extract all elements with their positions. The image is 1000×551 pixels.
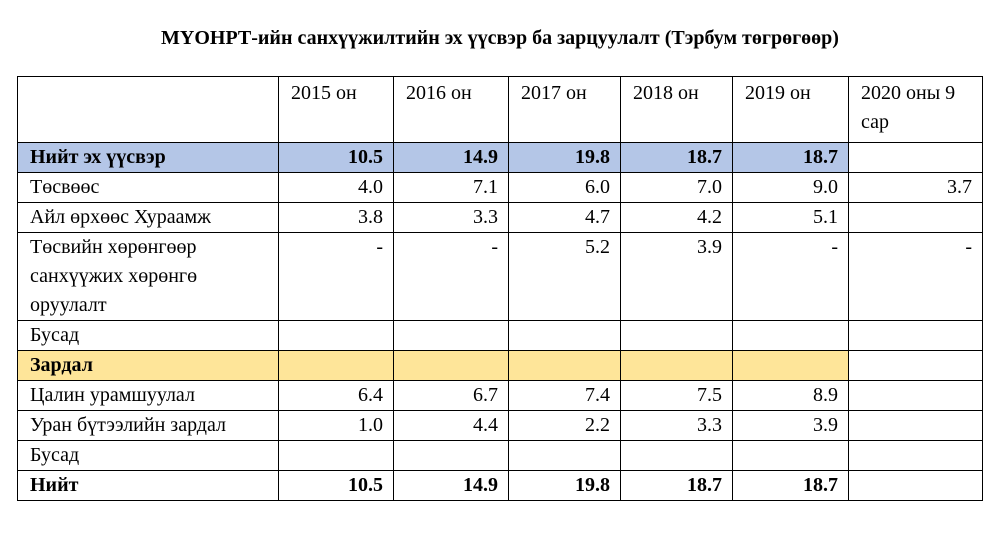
cell: 10.5 <box>278 470 394 501</box>
cell <box>848 470 983 501</box>
header-cell <box>17 76 279 143</box>
cell: 3.7 <box>848 172 983 203</box>
table-row: Бусад <box>17 320 983 351</box>
row-label: Цалин урамшуулал <box>17 380 279 411</box>
cell <box>620 320 733 351</box>
cell <box>393 440 509 471</box>
header-row: 2015 он 2016 он 2017 он 2018 он 2019 он 2020 … <box>17 76 983 143</box>
cell: 18.7 <box>732 142 849 173</box>
header-cell: 2015 он <box>278 76 394 143</box>
cell <box>848 350 983 381</box>
cell <box>508 350 621 381</box>
table-row: Нийт эх үүсвэр 10.5 14.9 19.8 18.7 18.7 <box>17 142 983 173</box>
cell: - <box>278 232 394 321</box>
table-row: Зардал <box>17 350 983 381</box>
cell <box>278 350 394 381</box>
cell: 8.9 <box>732 380 849 411</box>
cell: 7.5 <box>620 380 733 411</box>
table-row: Айл өрхөөс Хураамж 3.8 3.3 4.7 4.2 5.1 <box>17 202 983 233</box>
cell: 6.4 <box>278 380 394 411</box>
row-label: Уран бүтээлийн зардал <box>17 410 279 441</box>
cell <box>732 350 849 381</box>
cell <box>848 142 983 173</box>
cell: 4.0 <box>278 172 394 203</box>
cell: 5.1 <box>732 202 849 233</box>
table-row: Төсвийн хөрөнгөөр санхүүжих хөрөнгө оруу… <box>17 232 983 321</box>
cell: 7.1 <box>393 172 509 203</box>
cell <box>393 350 509 381</box>
row-label: Бусад <box>17 320 279 351</box>
cell: 18.7 <box>620 142 733 173</box>
header-cell: 2017 он <box>508 76 621 143</box>
cell <box>620 440 733 471</box>
row-label: Зардал <box>17 350 279 381</box>
cell <box>732 440 849 471</box>
cell: 3.8 <box>278 202 394 233</box>
cell: 7.4 <box>508 380 621 411</box>
cell <box>848 320 983 351</box>
title: МҮОНРТ-ийн санхүүжилтийн эх үүсвэр ба за… <box>161 27 839 49</box>
cell: 9.0 <box>732 172 849 203</box>
row-label: Нийт <box>17 470 279 501</box>
cell <box>848 440 983 471</box>
cell <box>278 320 394 351</box>
row-label: Нийт эх үүсвэр <box>17 142 279 173</box>
cell: 4.4 <box>393 410 509 441</box>
cell <box>393 320 509 351</box>
cell: 5.2 <box>508 232 621 321</box>
row-label: Айл өрхөөс Хураамж <box>17 202 279 233</box>
cell <box>848 410 983 441</box>
cell: 3.9 <box>732 410 849 441</box>
cell: - <box>732 232 849 321</box>
cell: 3.3 <box>393 202 509 233</box>
data-table: 2015 он 2016 он 2017 он 2018 он 2019 он 2020 … <box>17 76 983 501</box>
cell: 6.0 <box>508 172 621 203</box>
table-row: Уран бүтээлийн зардал 1.0 4.4 2.2 3.3 3.9 <box>17 410 983 441</box>
row-label: Төсвийн хөрөнгөөр санхүүжих хөрөнгө оруу… <box>17 232 279 321</box>
cell <box>732 320 849 351</box>
header-cell: 2018 он <box>620 76 733 143</box>
cell: 7.0 <box>620 172 733 203</box>
cell: 14.9 <box>393 142 509 173</box>
cell <box>620 350 733 381</box>
cell: 18.7 <box>620 470 733 501</box>
header-cell: 2019 он <box>732 76 849 143</box>
cell: 4.7 <box>508 202 621 233</box>
table-row: Бусад <box>17 440 983 471</box>
cell: 6.7 <box>393 380 509 411</box>
cell <box>508 440 621 471</box>
cell: 3.9 <box>620 232 733 321</box>
table-row: Цалин урамшуулал 6.4 6.7 7.4 7.5 8.9 <box>17 380 983 411</box>
cell: - <box>393 232 509 321</box>
header-cell: 2016 он <box>393 76 509 143</box>
cell: 18.7 <box>732 470 849 501</box>
cell: 14.9 <box>393 470 509 501</box>
cell: 19.8 <box>508 142 621 173</box>
cell: 3.3 <box>620 410 733 441</box>
cell <box>278 440 394 471</box>
table-row: Нийт 10.5 14.9 19.8 18.7 18.7 <box>17 470 983 501</box>
table-row: Төсвөөс 4.0 7.1 6.0 7.0 9.0 3.7 <box>17 172 983 203</box>
cell: 19.8 <box>508 470 621 501</box>
cell: 1.0 <box>278 410 394 441</box>
cell: - <box>848 232 983 321</box>
cell <box>848 202 983 233</box>
cell: 2.2 <box>508 410 621 441</box>
header-cell: 2020 оны 9 сар <box>848 76 983 143</box>
cell: 10.5 <box>278 142 394 173</box>
row-label: Бусад <box>17 440 279 471</box>
cell <box>848 380 983 411</box>
cell <box>508 320 621 351</box>
row-label: Төсвөөс <box>17 172 279 203</box>
cell: 4.2 <box>620 202 733 233</box>
